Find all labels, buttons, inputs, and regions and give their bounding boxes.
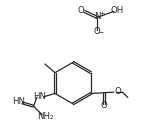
Text: +: + [99, 11, 104, 17]
Text: HN: HN [33, 92, 46, 101]
Text: O: O [93, 27, 100, 36]
Text: HN: HN [12, 97, 25, 106]
Text: −: − [97, 30, 103, 36]
Text: O: O [115, 87, 122, 96]
Text: O: O [101, 101, 107, 110]
Text: O: O [78, 6, 85, 15]
Text: N: N [95, 12, 101, 21]
Text: NH₂: NH₂ [37, 112, 53, 121]
Text: OH: OH [111, 6, 124, 15]
